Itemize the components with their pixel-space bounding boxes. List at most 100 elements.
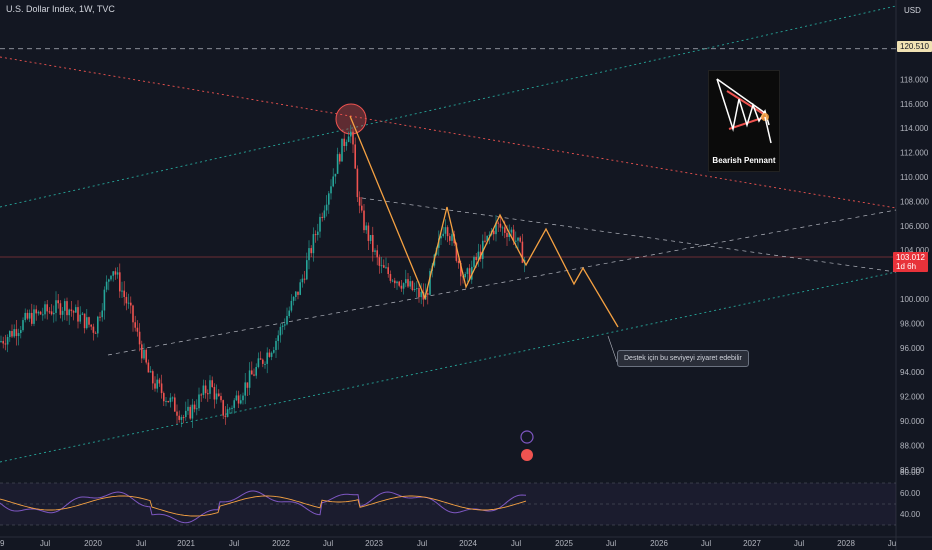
time-tick-label: 2027 [743, 539, 761, 548]
candle-body [416, 288, 418, 290]
candle-body [59, 303, 62, 315]
candle-body [380, 265, 383, 267]
candle-body [116, 272, 119, 275]
time-tick-label: Jul [794, 539, 804, 548]
candle-body [409, 281, 411, 287]
candle-body [180, 417, 183, 420]
note-pointer [607, 335, 618, 363]
candle-body [398, 281, 400, 286]
candle-body [464, 273, 466, 278]
candle-body [354, 144, 356, 169]
candle-body [504, 227, 506, 233]
time-tick-label: 2028 [837, 539, 855, 548]
current-price-countdown: 1d 6h [896, 262, 917, 271]
candlestick-series [0, 124, 526, 428]
candle-body [284, 324, 286, 326]
candle-body [167, 400, 169, 403]
candle-body [163, 393, 165, 402]
pennant-upper-line [361, 197, 897, 273]
candle-body [17, 333, 20, 337]
candle-body [350, 131, 352, 137]
time-axis[interactable]: 19 Jul 2020 Jul 2021 Jul 2022 Jul 2023 Jul 2024 Jul… [0, 539, 896, 548]
candle-body [275, 340, 277, 351]
candle-body [440, 236, 442, 239]
red-downtrend-line [0, 56, 897, 209]
candle-body [517, 237, 519, 241]
candle-body [202, 385, 205, 395]
candle-body [266, 352, 268, 364]
candle-body [66, 301, 68, 316]
current-price-value: 103.012 [896, 253, 925, 262]
candle-body [341, 138, 343, 162]
candle-body [321, 216, 323, 218]
currency-label[interactable]: USD [904, 6, 921, 15]
candle-body [165, 400, 167, 402]
pennant-label: Bearish Pennant [712, 156, 776, 165]
projected-path-line [349, 115, 619, 328]
candle-body [343, 138, 345, 146]
time-tick-label: Jul [417, 539, 427, 548]
candle-body [297, 291, 299, 295]
candle-body [251, 370, 253, 375]
candle-body [154, 383, 156, 389]
candle-body [497, 222, 499, 224]
candle-body [9, 331, 11, 338]
support-note[interactable]: Destek için bu seviyeyi ziyaret edebilir [617, 350, 749, 367]
bearish-pennant-inset: Bearish Pennant [708, 70, 780, 172]
price-tick-label: 114.000 [900, 124, 929, 133]
time-tick-label: 2020 [84, 539, 102, 548]
candle-body [178, 415, 180, 420]
time-tick-label: Ju [888, 539, 896, 548]
candle-body [402, 283, 405, 289]
candle-body [48, 311, 51, 313]
price-tick-label: 98.000 [900, 319, 925, 328]
candle-body [314, 234, 317, 236]
candle-body [92, 326, 95, 333]
candle-body [387, 267, 389, 275]
candle-body [319, 216, 321, 232]
candle-body [365, 225, 367, 231]
candle-body [369, 235, 372, 241]
price-axis[interactable]: 118.000 116.000 114.000 112.000 110.000 108.0… [900, 75, 929, 474]
candle-body [99, 316, 101, 318]
candle-body [358, 197, 361, 206]
price-tick-label: 106.000 [900, 222, 929, 231]
candle-body [242, 395, 244, 401]
candle-body [209, 380, 211, 394]
candle-body [279, 326, 282, 336]
candle-body [123, 290, 125, 297]
candle-body [50, 311, 53, 315]
symbol-title[interactable]: U.S. Dollar Index, 1W, TVC [6, 4, 115, 14]
price-tick-label: 112.000 [900, 149, 929, 158]
candle-body [15, 329, 18, 337]
candle-body [281, 325, 284, 327]
candle-body [336, 154, 339, 174]
candle-body [200, 394, 202, 396]
candle-body [521, 241, 524, 263]
candle-body [231, 407, 233, 409]
candle-body [112, 271, 114, 276]
candle-body [31, 312, 33, 324]
candle-body [64, 301, 66, 311]
candle-body [255, 366, 257, 376]
candle-body [488, 234, 491, 236]
candle-body [94, 332, 97, 334]
candle-body [218, 393, 220, 397]
candle-body [378, 257, 381, 266]
candle-body [169, 397, 172, 403]
candle-body [264, 363, 266, 365]
candle-body [189, 406, 191, 419]
candle-body [145, 349, 147, 363]
candle-body [13, 329, 15, 337]
candle-body [103, 289, 106, 311]
candle-body [57, 300, 59, 304]
price-tick-label: 96.000 [900, 344, 925, 353]
candle-body [88, 317, 90, 325]
candle-body [372, 235, 374, 252]
candle-body [308, 248, 310, 261]
candle-body [229, 408, 231, 410]
upper-teal-channel [0, 5, 897, 208]
candle-body [182, 417, 185, 419]
